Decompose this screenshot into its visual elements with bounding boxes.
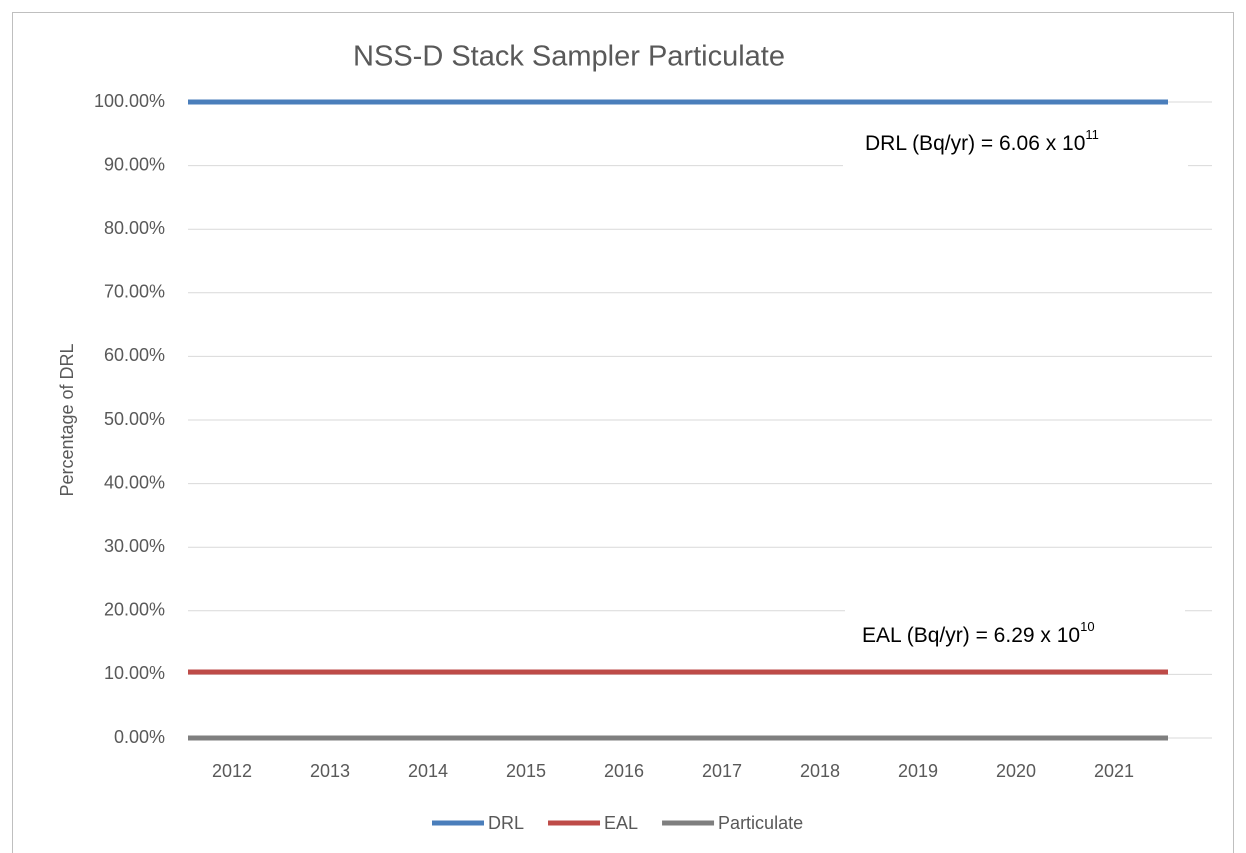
y-tick-label: 60.00%	[104, 345, 165, 365]
y-tick-label: 90.00%	[104, 154, 165, 174]
x-tick-label: 2016	[604, 761, 644, 781]
y-tick-label: 50.00%	[104, 409, 165, 429]
annotation-box	[843, 120, 1188, 168]
x-tick-label: 2012	[212, 761, 252, 781]
legend-label: EAL	[604, 813, 638, 833]
x-tick-label: 2021	[1094, 761, 1134, 781]
annotation-superscript: 11	[1085, 127, 1099, 142]
chart-title: NSS-D Stack Sampler Particulate	[353, 41, 785, 73]
x-tick-label: 2017	[702, 761, 742, 781]
annotation-text: DRL (Bq/yr) = 6.06 x 10	[865, 132, 1085, 155]
legend-label: Particulate	[718, 813, 803, 833]
x-tick-label: 2019	[898, 761, 938, 781]
y-tick-label: 80.00%	[104, 218, 165, 238]
y-tick-label: 30.00%	[104, 536, 165, 556]
y-axis-label: Percentage of DRL	[57, 343, 77, 496]
y-tick-label: 40.00%	[104, 472, 165, 492]
y-tick-label: 10.00%	[104, 663, 165, 683]
x-tick-label: 2013	[310, 761, 350, 781]
annotation-text: EAL (Bq/yr) = 6.29 x 10	[862, 624, 1080, 647]
annotation-superscript: 10	[1080, 619, 1094, 634]
y-tick-label: 100.00%	[94, 91, 165, 111]
y-tick-label: 70.00%	[104, 282, 165, 302]
annotation: DRL (Bq/yr) = 6.06 x 1011	[865, 127, 1099, 154]
x-tick-label: 2020	[996, 761, 1036, 781]
annotation-box	[845, 610, 1185, 660]
x-tick-label: 2014	[408, 761, 448, 781]
x-tick-label: 2015	[506, 761, 546, 781]
legend-label: DRL	[488, 813, 524, 833]
y-tick-label: 20.00%	[104, 600, 165, 620]
y-tick-label: 0.00%	[114, 727, 165, 747]
annotation: EAL (Bq/yr) = 6.29 x 1010	[862, 619, 1095, 646]
chart-border	[12, 12, 1234, 853]
x-tick-label: 2018	[800, 761, 840, 781]
